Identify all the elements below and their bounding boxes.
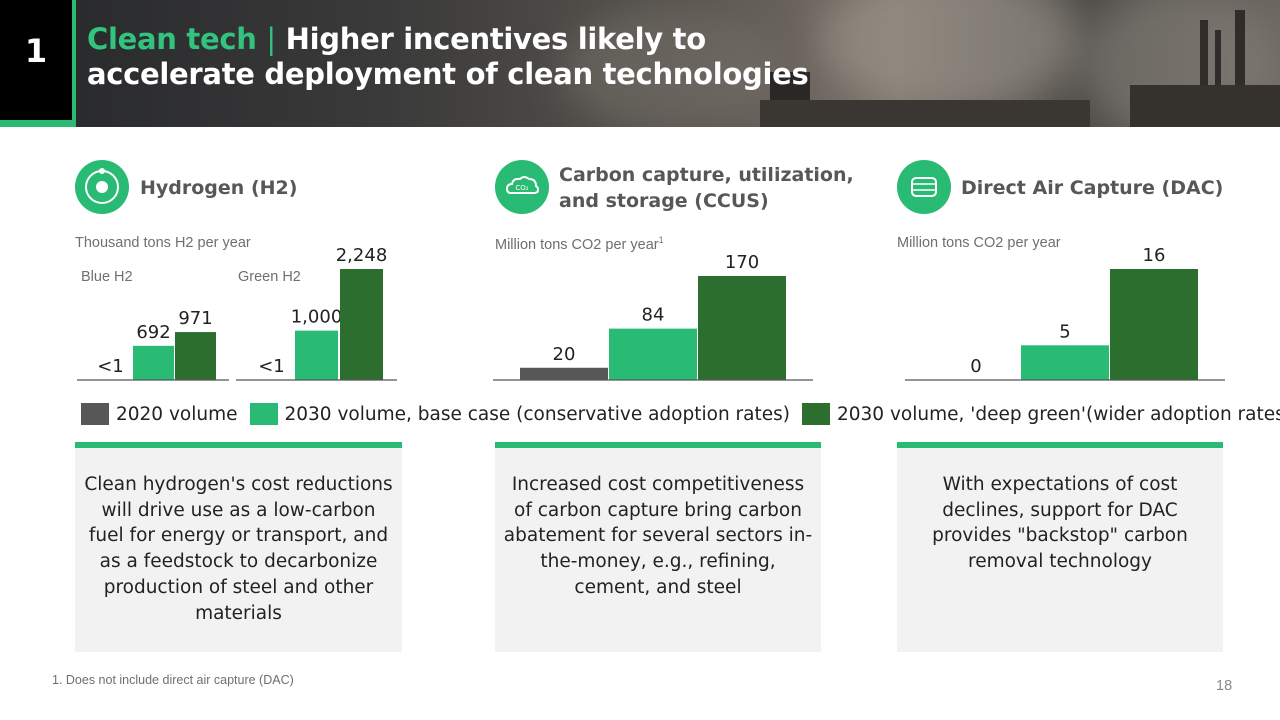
ccus-value-label-1: 84 [642, 305, 665, 326]
ccus-bar-1 [609, 328, 697, 380]
slide-number: 1 [24, 32, 48, 70]
slide-number-box: 1 [0, 0, 72, 120]
co2-cloud-icon: CO₂ [495, 160, 549, 214]
chart-legend: 2020 volume 2030 volume, base case (cons… [81, 403, 1280, 425]
slide-title-text: Higher incentives likely to accelerate d… [87, 22, 809, 91]
dac-bar-1 [1021, 345, 1109, 380]
green-h2-group-label: Green H2 [238, 269, 301, 285]
dac-value-label-0: 0 [970, 356, 981, 377]
dac-value-label-2: 16 [1143, 245, 1166, 266]
header-background-smoke [820, 0, 1080, 110]
ccus-bar-0 [520, 367, 608, 380]
dac-value-label-1: 5 [1059, 321, 1070, 342]
ccus-bar-2 [698, 276, 786, 380]
blue-h2-value-label-1: 692 [136, 322, 170, 343]
ccus-summary-box: Increased cost competitiveness of carbon… [495, 442, 821, 652]
bar-charts: <1 692 971 <1 1,000 2,248 20 84 170 0 5 16 [77, 245, 1225, 381]
dac-unit-label: Million tons CO2 per year [897, 235, 1061, 251]
ccus-value-label-2: 170 [725, 252, 759, 273]
hydrogen-summary-box: Clean hydrogen's cost reductions will dr… [75, 442, 402, 652]
legend-label-2030-deep-green: 2030 volume, 'deep green'(wider adoption… [837, 403, 1280, 425]
green-h2-value-label-1: 1,000 [291, 307, 343, 328]
header-background-smoke [560, 10, 780, 127]
hydrogen-unit-label: Thousand tons H2 per year [75, 235, 251, 251]
header-accent-bar [72, 0, 76, 127]
blue-h2-bar-2 [175, 332, 216, 380]
ccus-unit-label: Million tons CO2 per year1 [495, 235, 664, 253]
slide-title-accent: Clean tech [87, 22, 257, 56]
legend-swatch-2030-deep-green [802, 403, 830, 425]
green-h2-value-label-2: 2,248 [336, 245, 388, 266]
dac-panel-title: Direct Air Capture (DAC) [961, 177, 1224, 199]
blue-h2-value-label-0: <1 [97, 356, 124, 377]
ccus-summary-text: Increased cost competitiveness of carbon… [503, 474, 813, 598]
ccus-unit-footnote-marker: 1 [658, 235, 664, 245]
dac-bar-2 [1110, 269, 1198, 380]
legend-swatch-2030-base [249, 403, 278, 425]
dac-summary-text: With expectations of cost declines, supp… [932, 474, 1188, 573]
blue-h2-bar-1 [133, 345, 174, 380]
legend-item-2030-base: 2030 volume, base case (conservative ado… [249, 403, 791, 425]
slide-title: Clean tech | Higher incentives likely to… [87, 22, 847, 92]
legend-item-2030-deep-green: 2030 volume, 'deep green'(wider adoption… [802, 403, 1280, 425]
ccus-value-label-0: 20 [553, 344, 576, 365]
green-h2-bar-2 [340, 269, 383, 380]
hydrogen-panel-title: Hydrogen (H2) [140, 177, 298, 199]
legend-item-2020: 2020 volume [81, 403, 238, 425]
page-number: 18 [1216, 678, 1233, 694]
co2-tank-icon [897, 160, 951, 214]
footnote: 1. Does not include direct air capture (… [52, 673, 294, 687]
ccus-panel-title: Carbon capture, utilization, and storage… [559, 164, 854, 212]
legend-label-2030-base: 2030 volume, base case (conservative ado… [284, 403, 791, 425]
legend-label-2020: 2020 volume [116, 403, 238, 425]
atom-icon [75, 160, 129, 214]
blue-h2-value-label-2: 971 [178, 308, 212, 329]
slide-title-separator: | [266, 22, 276, 56]
header-factory-silhouette [760, 10, 1280, 127]
legend-swatch-2020 [81, 403, 109, 425]
svg-text:CO₂: CO₂ [515, 184, 528, 192]
blue-h2-group-label: Blue H2 [81, 269, 133, 285]
dac-summary-box: With expectations of cost declines, supp… [897, 442, 1223, 652]
hydrogen-summary-text: Clean hydrogen's cost reductions will dr… [84, 474, 393, 624]
green-h2-value-label-0: <1 [258, 356, 285, 377]
green-h2-bar-1 [295, 330, 338, 380]
slide-header: 1 Clean tech | Higher incentives likely … [0, 0, 1280, 127]
ccus-unit-text: Million tons CO2 per year [495, 236, 659, 253]
header-accent-bar [0, 120, 76, 127]
